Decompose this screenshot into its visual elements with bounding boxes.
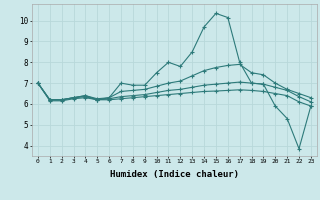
- X-axis label: Humidex (Indice chaleur): Humidex (Indice chaleur): [110, 170, 239, 179]
